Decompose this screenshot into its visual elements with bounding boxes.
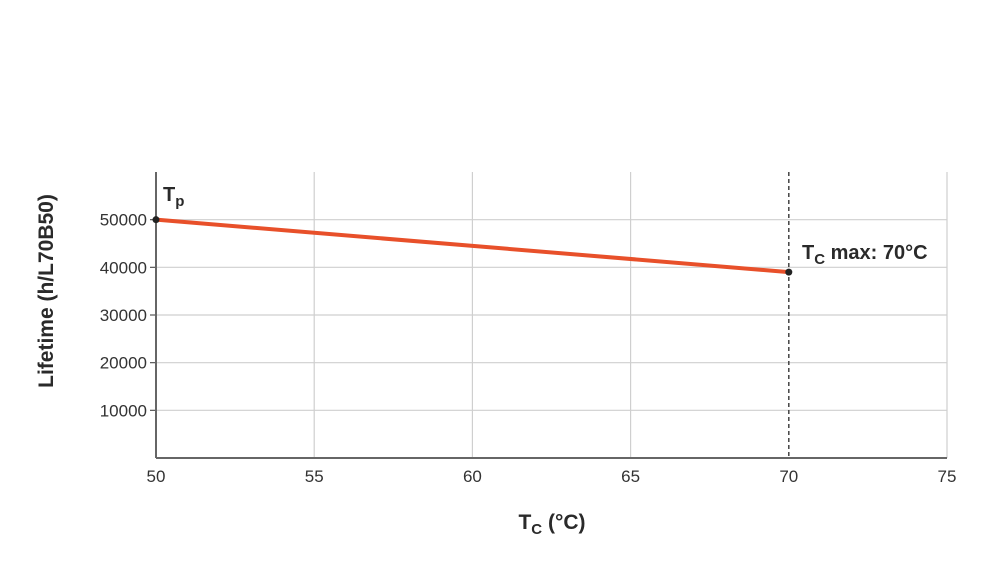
annotation-tc-sub: C <box>814 251 825 268</box>
annotation-tp: Tp <box>163 184 184 210</box>
plot-area <box>152 216 793 276</box>
x-tick-label: 75 <box>938 467 957 486</box>
tick-labels: 50 55 60 65 70 75 10000 20000 30000 40000 50000 <box>100 211 957 486</box>
grid <box>156 172 948 458</box>
y-tick-label: 20000 <box>100 354 147 373</box>
x-axis-title-rest: (°C) <box>542 511 585 534</box>
lifetime-series-line <box>154 217 791 275</box>
y-tick-label: 50000 <box>100 211 147 230</box>
x-tick-label: 55 <box>305 467 324 486</box>
x-axis-title-main: T <box>518 511 531 534</box>
annotation-tc-main: T <box>802 242 814 264</box>
y-tick-label: 40000 <box>100 258 147 277</box>
annotation-tc-max: TC max: 70°C <box>802 242 928 268</box>
annotation-tc-rest: max: 70°C <box>825 242 928 264</box>
x-tick-label: 70 <box>779 467 798 486</box>
x-tick-label: 65 <box>621 467 640 486</box>
x-tick-label: 60 <box>463 467 482 486</box>
x-axis-title-sub: C <box>531 521 542 538</box>
annotation-tp-main: T <box>163 184 175 206</box>
y-axis-title: Lifetime (h/L70B50) <box>35 194 58 388</box>
tp-point <box>152 216 160 224</box>
y-tick-label: 10000 <box>100 401 147 420</box>
annotation-tp-sub: p <box>175 193 184 210</box>
x-axis-title: TC (°C) <box>518 511 585 538</box>
tc-max-point <box>785 268 793 276</box>
y-tick-label: 30000 <box>100 306 147 325</box>
x-tick-label: 50 <box>147 467 166 486</box>
